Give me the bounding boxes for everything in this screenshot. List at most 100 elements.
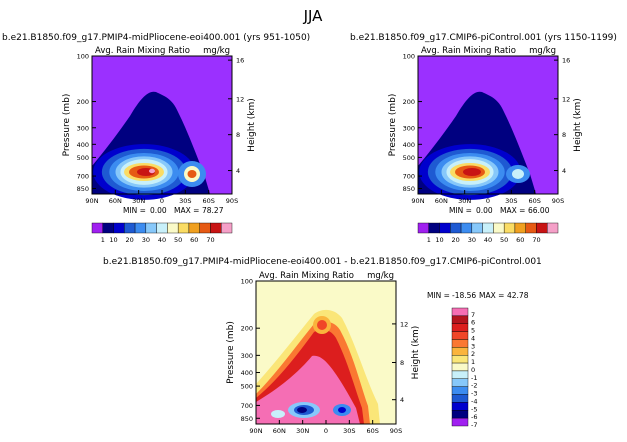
colorbar-swatch bbox=[451, 378, 469, 387]
y-tick-label: 300 bbox=[77, 124, 89, 132]
colorbar-swatch bbox=[514, 222, 526, 234]
y-tick-label: 200 bbox=[77, 98, 89, 106]
colorbar-label: -3 bbox=[471, 390, 477, 398]
y-axis-label: Pressure (mb) bbox=[388, 94, 398, 157]
y-tick-label: 850 bbox=[77, 185, 89, 193]
y-right-tick-label: 4 bbox=[236, 167, 240, 175]
colorbar-label: 70 bbox=[532, 236, 540, 244]
contour-south-blob-inner bbox=[187, 170, 197, 178]
stats-max-label: MAX = bbox=[500, 206, 525, 215]
colorbar-label: 1 bbox=[471, 358, 475, 366]
y-right-tick-label: 12 bbox=[236, 95, 244, 103]
colorbar-swatch bbox=[451, 347, 469, 356]
y-tick-label: 700 bbox=[77, 173, 89, 181]
x-tick-label: 90N bbox=[249, 427, 262, 435]
colorbar-label: 5 bbox=[471, 327, 475, 335]
colorbar-swatch bbox=[167, 222, 179, 234]
y-right-tick-label: 8 bbox=[562, 131, 566, 139]
colorbar-label: 50 bbox=[500, 236, 508, 244]
diff-neg-north bbox=[271, 410, 285, 418]
colorbar-label: 40 bbox=[484, 236, 492, 244]
x-tick-label: 60S bbox=[528, 197, 540, 205]
panel-title: b.e21.B1850.f09_g17.PMIP4-midPliocene-eo… bbox=[103, 257, 542, 267]
colorbar-label: 50 bbox=[174, 236, 182, 244]
colorbar-label: 70 bbox=[206, 236, 214, 244]
colorbar-swatch bbox=[145, 222, 157, 234]
y-right-tick-label: 16 bbox=[236, 57, 244, 65]
x-tick-label: 60N bbox=[273, 427, 286, 435]
colorbar-swatch bbox=[525, 222, 537, 234]
panel-units: mg/kg bbox=[367, 271, 394, 281]
y-tick-label: 200 bbox=[403, 98, 415, 106]
colorbar-swatch bbox=[451, 331, 469, 340]
colorbar-swatch bbox=[210, 222, 222, 234]
y-tick-label: 200 bbox=[241, 325, 253, 333]
colorbar-label: 4 bbox=[471, 334, 475, 342]
colorbar-swatch bbox=[482, 222, 494, 234]
colorbar-swatch bbox=[503, 222, 516, 234]
y-tick-label: 400 bbox=[241, 369, 253, 377]
chart-panel-3: b.e21.B1850.f09_g17.PMIP4-midPliocene-eo… bbox=[103, 257, 542, 435]
colorbar-label: -7 bbox=[471, 421, 477, 429]
y-tick-label: 700 bbox=[403, 173, 415, 181]
stats-min-value: 0.00 bbox=[476, 206, 493, 215]
stats-min-label: MIN = bbox=[123, 206, 146, 215]
colorbar-swatch bbox=[450, 222, 462, 234]
contour-core-inner bbox=[463, 168, 481, 176]
panel-title: b.e21.B1850.f09_g17.PMIP4-midPliocene-eo… bbox=[2, 33, 310, 43]
stats-max-label: MAX = bbox=[174, 206, 199, 215]
colorbar-swatch bbox=[102, 222, 114, 234]
colorbar-swatch bbox=[451, 370, 469, 379]
colorbar-label: 20 bbox=[126, 236, 134, 244]
y-axis-label: Pressure (mb) bbox=[62, 94, 72, 157]
colorbar-swatch bbox=[134, 222, 147, 234]
colorbar-label: -2 bbox=[471, 382, 477, 390]
colorbar-label: 3 bbox=[471, 342, 475, 350]
colorbar-label: 60 bbox=[516, 236, 524, 244]
panel-subtitle: Avg. Rain Mixing Ratio bbox=[421, 46, 516, 56]
colorbar-swatch bbox=[156, 222, 168, 234]
x-tick-label: 90N bbox=[411, 197, 424, 205]
y-right-tick-label: 4 bbox=[562, 167, 566, 175]
y-right-axis-label: Height (km) bbox=[411, 326, 421, 380]
x-tick-label: 30S bbox=[505, 197, 517, 205]
stats-max-label: MAX = bbox=[479, 291, 504, 300]
colorbar-label: 30 bbox=[142, 236, 150, 244]
panel-units: mg/kg bbox=[529, 46, 556, 56]
y-tick-label: 500 bbox=[403, 154, 415, 162]
chart-panel-1: b.e21.B1850.f09_g17.PMIP4-midPliocene-eo… bbox=[2, 33, 310, 244]
y-right-axis-label: Height (km) bbox=[573, 98, 583, 152]
colorbar-label: 10 bbox=[435, 236, 443, 244]
colorbar-swatch bbox=[439, 222, 451, 234]
x-tick-label: 0 bbox=[324, 427, 328, 435]
x-tick-label: 0 bbox=[160, 197, 164, 205]
y-right-tick-label: 12 bbox=[400, 320, 408, 328]
y-tick-label: 100 bbox=[403, 53, 415, 61]
y-right-tick-label: 8 bbox=[236, 131, 240, 139]
colorbar-swatch bbox=[451, 307, 469, 317]
colorbar-swatch bbox=[451, 386, 469, 395]
y-tick-label: 400 bbox=[403, 141, 415, 149]
colorbar-swatch bbox=[451, 417, 469, 427]
stats-min-value: -18.56 bbox=[452, 291, 476, 300]
colorbar-swatch bbox=[91, 222, 103, 234]
y-right-tick-label: 16 bbox=[562, 57, 570, 65]
colorbar-swatch bbox=[460, 222, 473, 234]
y-right-tick-label: 12 bbox=[562, 95, 570, 103]
page-title: JJA bbox=[303, 7, 324, 25]
stats-min-label: MIN = bbox=[427, 291, 450, 300]
stats-max-value: 78.27 bbox=[202, 206, 224, 215]
y-tick-label: 850 bbox=[403, 185, 415, 193]
colorbar-swatch bbox=[451, 410, 469, 419]
colorbar-label: 6 bbox=[471, 319, 475, 327]
colorbar-label: 10 bbox=[109, 236, 117, 244]
x-tick-label: 30S bbox=[343, 427, 355, 435]
diff-upper-blob-inner bbox=[317, 320, 327, 330]
colorbar-label: -4 bbox=[471, 397, 477, 405]
colorbar-swatch bbox=[188, 222, 200, 234]
colorbar-swatch bbox=[547, 222, 559, 234]
colorbar: 1 10 20 30 40 50 60 70 bbox=[91, 222, 233, 244]
colorbar-swatch bbox=[451, 315, 469, 324]
